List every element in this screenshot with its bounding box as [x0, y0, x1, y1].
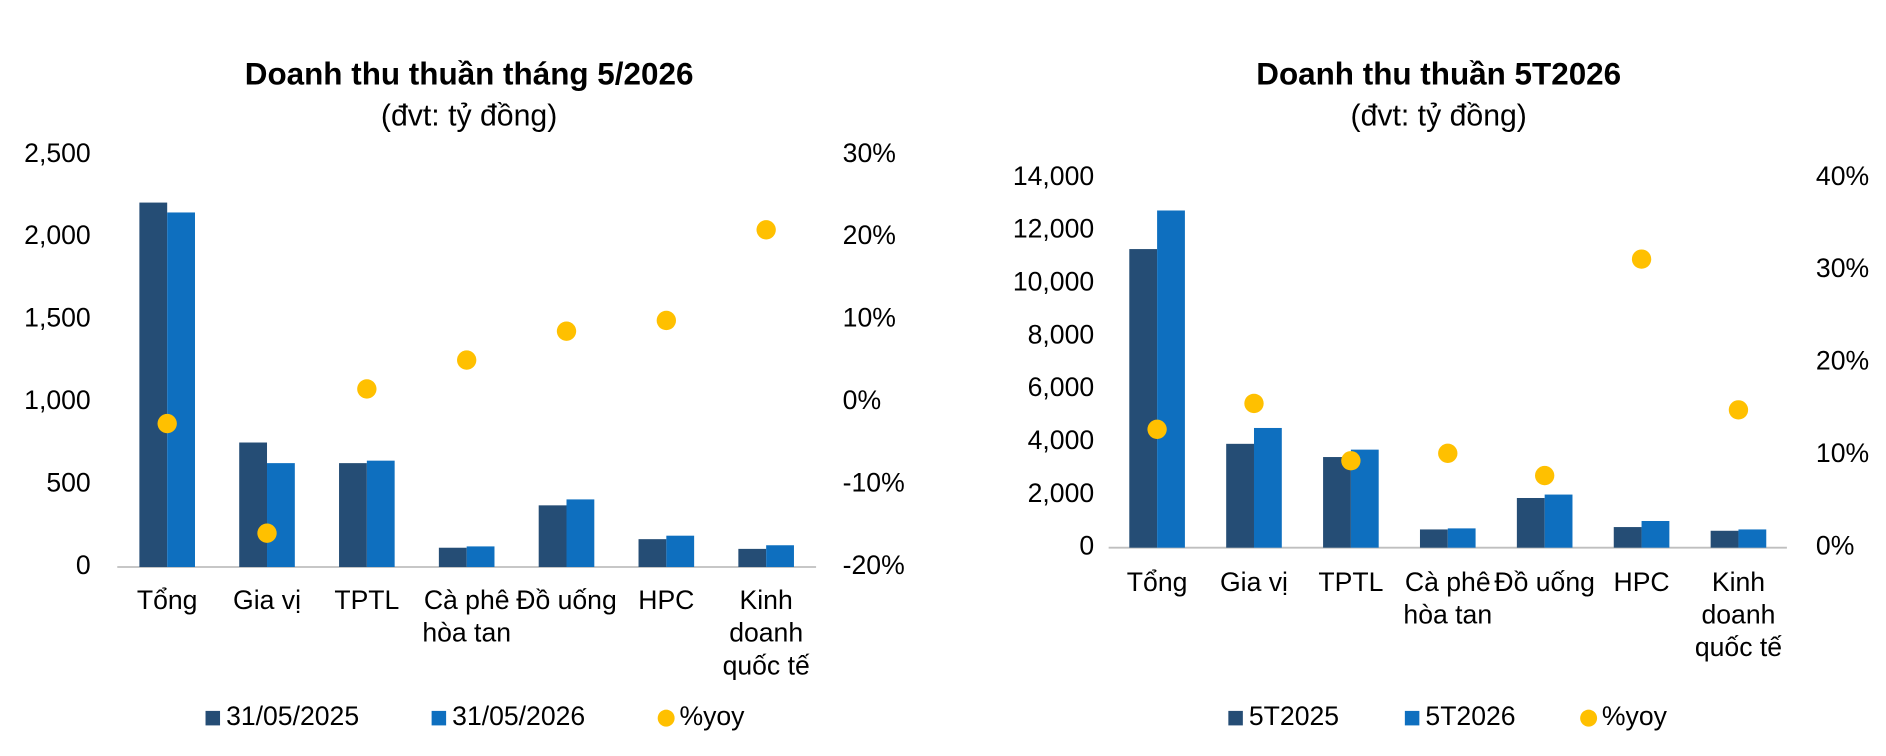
y-tick-label: 10,000 — [1013, 266, 1094, 296]
x-tick-label: Cà phê hòa tan — [422, 585, 511, 648]
bar — [1613, 527, 1642, 548]
x-tick-label: HPC — [1614, 567, 1670, 597]
bar — [267, 463, 295, 568]
bar — [139, 202, 168, 568]
legend-marker — [657, 709, 675, 727]
legend-label: %yoy — [1602, 701, 1668, 731]
bar — [1710, 530, 1739, 548]
yoy-dot — [1341, 451, 1361, 471]
bar — [1323, 457, 1351, 548]
y2-tick-label: -10% — [843, 468, 905, 498]
bar — [339, 463, 367, 568]
chart-subtitle: (đvt: tỷ đồng) — [1351, 99, 1527, 132]
bar — [538, 505, 567, 568]
bar — [1157, 210, 1185, 548]
y2-tick-label: 30% — [1816, 253, 1869, 283]
x-tick-label: HPC — [638, 585, 694, 615]
y-tick-label: 2,000 — [1028, 478, 1095, 508]
yoy-dot — [1631, 249, 1652, 269]
bar — [1641, 520, 1670, 548]
bar — [566, 499, 595, 568]
y-tick-label: 1,500 — [24, 303, 91, 333]
y2-tick-label: 10% — [843, 303, 896, 333]
legend-marker — [1228, 710, 1243, 726]
bar — [366, 460, 395, 568]
yoy-dot — [257, 523, 277, 543]
y2-tick-label: -20% — [843, 550, 905, 580]
legend-label: 31/05/2025 — [226, 701, 359, 731]
legend-marker — [431, 710, 447, 726]
bar — [666, 535, 695, 568]
y-tick-label: 2,000 — [24, 220, 91, 250]
bar — [167, 212, 195, 568]
y2-tick-label: 0% — [1816, 531, 1854, 561]
bar — [1226, 443, 1254, 548]
legend-label: 31/05/2026 — [452, 701, 585, 731]
bar — [438, 547, 467, 568]
legend-label: 5T2025 — [1249, 701, 1339, 731]
yoy-dot — [157, 413, 177, 434]
y2-tick-label: 20% — [843, 220, 896, 250]
x-tick-label: Đồ uống — [516, 585, 617, 615]
bar — [1129, 249, 1158, 548]
legend-label: 5T2026 — [1425, 701, 1515, 731]
yoy-dot — [656, 310, 677, 331]
x-tick-label: Tổng — [137, 585, 198, 615]
chart-title: Doanh thu thuần tháng 5/2026 — [245, 56, 694, 91]
yoy-dot — [1244, 393, 1264, 414]
bar — [1738, 529, 1767, 548]
legend-marker — [1580, 709, 1598, 727]
x-tick-label: Kinh doanh quốc tế — [723, 585, 810, 680]
bar — [239, 442, 268, 568]
yoy-dot — [1534, 465, 1555, 486]
y2-tick-label: 10% — [1816, 438, 1869, 468]
bar — [1419, 529, 1448, 548]
y2-tick-label: 30% — [843, 138, 896, 168]
legend-label: %yoy — [679, 701, 745, 731]
y-tick-label: 8,000 — [1028, 319, 1095, 349]
bar — [638, 539, 667, 568]
yoy-dot — [457, 350, 477, 370]
bar — [1544, 494, 1573, 548]
bar — [1447, 528, 1476, 548]
charts: Doanh thu thuần tháng 5/2026 (đvt: tỷ đồn… — [24, 56, 1869, 731]
y-tick-label: 4,000 — [1028, 425, 1095, 455]
x-tick-label: Cà phê hòa tan — [1403, 567, 1492, 630]
legend-marker — [205, 710, 221, 726]
y-tick-label: 1,000 — [24, 385, 91, 415]
x-tick-label: Kinh doanh quốc tế — [1695, 567, 1782, 662]
yoy-dot — [1438, 443, 1458, 464]
x-tick-label: TPTL — [334, 585, 399, 615]
x-tick-label: Gia vị — [1220, 567, 1288, 597]
y-tick-label: 0 — [76, 550, 91, 580]
y2-tick-label: 0% — [843, 385, 881, 415]
y2-tick-label: 20% — [1816, 346, 1869, 376]
bar — [766, 545, 794, 568]
chart-subtitle: (đvt: tỷ đồng) — [381, 99, 557, 132]
yoy-dot — [756, 220, 776, 240]
chart-title: Doanh thu thuần 5T2026 — [1256, 56, 1621, 91]
bar — [466, 546, 495, 568]
y-tick-label: 2,500 — [24, 138, 91, 168]
x-tick-label: TPTL — [1318, 567, 1383, 597]
x-tick-label: Gia vị — [233, 585, 301, 615]
yoy-dot — [1147, 419, 1167, 439]
legend-marker — [1404, 710, 1420, 726]
y-tick-label: 500 — [46, 468, 90, 498]
yoy-dot — [556, 321, 577, 341]
y-tick-label: 6,000 — [1028, 372, 1095, 402]
bar — [738, 548, 767, 568]
y-tick-label: 14,000 — [1013, 161, 1094, 191]
x-tick-label: Đồ uống — [1494, 567, 1595, 597]
x-tick-label: Tổng — [1127, 567, 1188, 597]
bar — [1253, 427, 1282, 548]
yoy-dot — [1728, 400, 1749, 420]
y2-tick-label: 40% — [1816, 161, 1869, 191]
yoy-dot — [357, 379, 377, 399]
y-tick-label: 12,000 — [1013, 214, 1094, 244]
y-tick-label: 0 — [1079, 531, 1094, 561]
bar — [1516, 497, 1545, 548]
